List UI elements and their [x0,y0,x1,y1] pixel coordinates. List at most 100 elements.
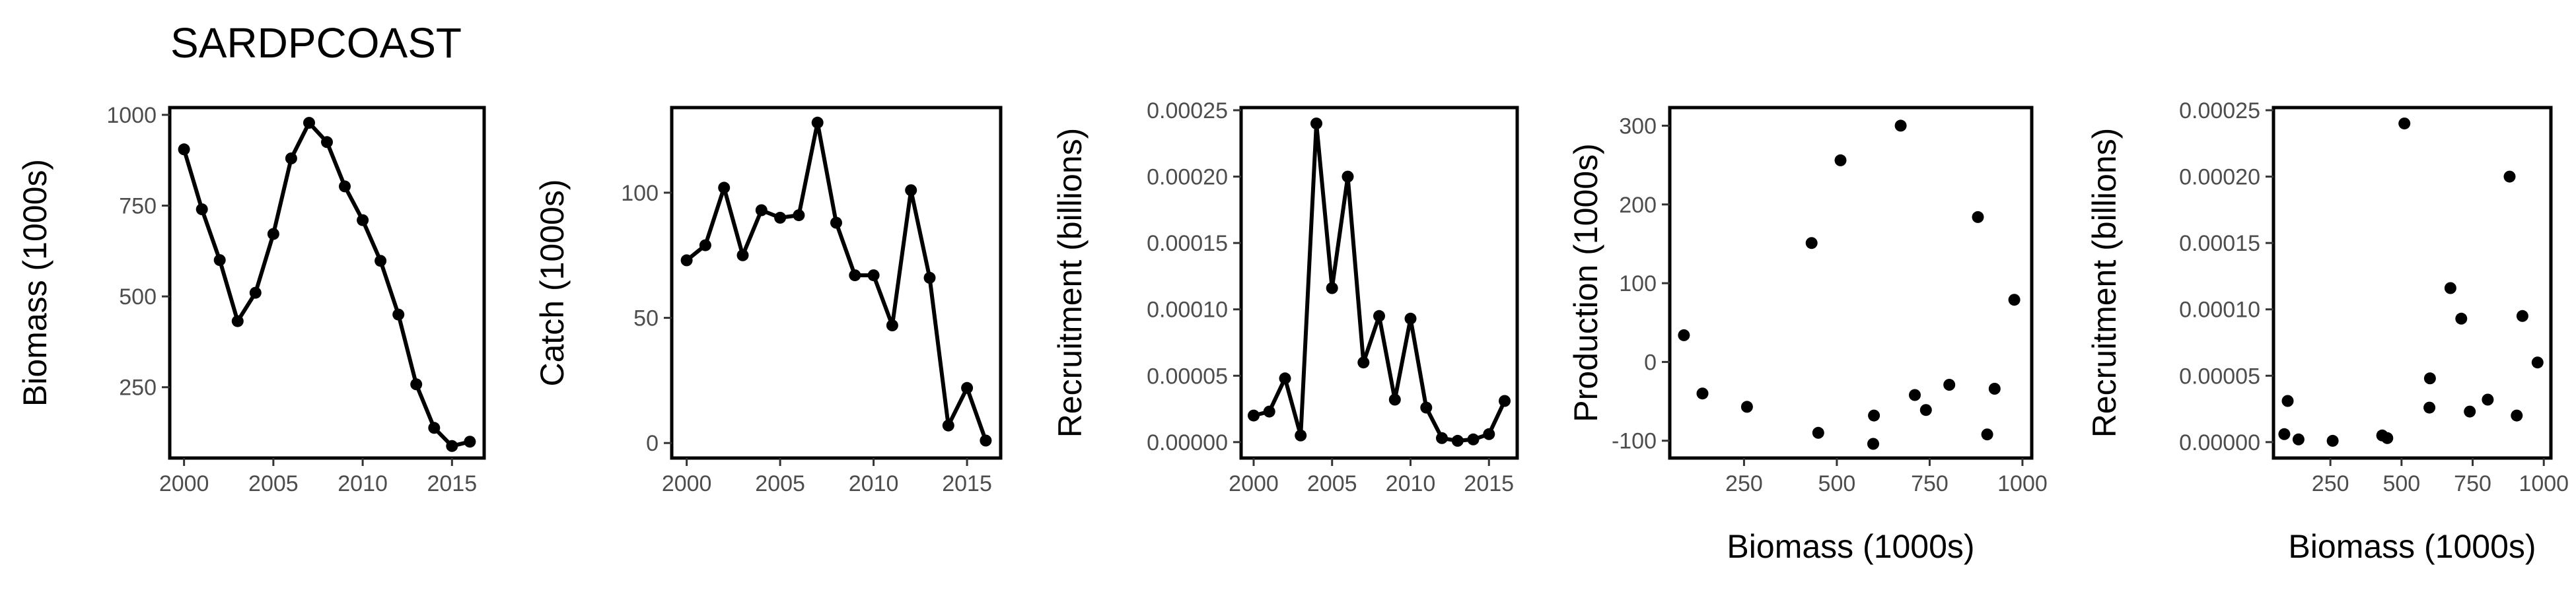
panel-recruitment-vs-biomass: 250 500 750 1000 0.00000 0.00005 0.00010 0.0001… [2086,98,2569,565]
x-tick-label: 500 [1818,471,1856,496]
x-tick-label: 2010 [338,471,388,496]
y-tick-label: 50 [633,306,659,331]
data-point [980,434,992,447]
data-point [213,254,226,267]
data-point [736,249,749,261]
plot-frame [670,106,1003,460]
x-axis-title: Biomass (1000s) [1727,528,1974,565]
data-point [1812,426,1824,439]
data-point [1388,393,1401,406]
data-point [942,419,954,432]
y-tick-label: 0 [1644,350,1657,375]
data-point [339,180,351,193]
data-point [774,211,787,224]
data-point [961,381,974,394]
data-point [1326,282,1338,294]
panel-catch: 2000 2005 2010 2015 0 50 100 Catch (1000s) [534,106,1003,496]
data-point [1981,428,1993,441]
x-tick-label: 2000 [1229,471,1279,496]
x-axis-title: Biomass (1000s) [2288,528,2536,565]
data-point [1805,237,1818,249]
y-tick-label: 0.00000 [2179,430,2260,455]
y-axis-title: Catch (1000s) [534,179,571,386]
plot-frame [168,106,486,460]
plot-frame [1668,106,2034,460]
y-tick-label: 0.00020 [1147,165,1228,190]
data-point [849,269,861,282]
y-tick-label: 100 [621,181,659,206]
y-axis-title: Biomass (1000s) [17,159,54,407]
y-tick-label: 0.00020 [2179,165,2260,190]
x-tick-label: 2015 [942,471,992,496]
y-tick-label: 100 [1619,271,1657,296]
data-point [375,255,387,267]
data-point [1943,379,1956,391]
data-point [867,269,880,282]
y-tick-label: 250 [119,376,157,401]
data-point [2008,294,2021,306]
y-tick-label: 0.00010 [2179,298,2260,323]
y-axis-title: Recruitment (billions) [1052,128,1089,438]
x-tick-label: 1000 [2519,471,2569,496]
x-tick-label: 250 [2312,471,2349,496]
data-point [2423,372,2436,385]
x-tick-label: 2015 [1464,471,1514,496]
panel-recruitment: 2000 2005 2010 2015 0.00000 0.00005 0.00010 0.0… [1052,98,1519,496]
data-point [1678,329,1690,341]
plot-frame [1239,106,1519,460]
data-point [249,286,262,299]
series-line [1253,121,1507,443]
data-point [1894,119,1907,132]
y-axis-title: Production (1000s) [1567,143,1604,422]
data-point [1310,117,1322,130]
y-tick-label: 0.00005 [2179,364,2260,389]
data-point [464,436,476,448]
data-point [2281,395,2294,407]
y-tick-label: 200 [1619,193,1657,218]
y-tick-label: 500 [119,284,157,310]
x-tick-label: 2005 [755,471,805,496]
data-point [410,378,423,391]
data-point [1295,429,1307,442]
data-point [267,228,279,240]
data-point [1248,409,1260,422]
data-point [2278,428,2291,440]
y-tick-label: 0.00025 [1147,98,1228,123]
plot-frame [2272,106,2553,460]
data-point [357,214,369,226]
data-point [1867,438,1879,450]
data-point [2455,312,2468,325]
data-point [905,184,917,197]
data-point [178,143,190,156]
data-point [321,136,333,148]
x-tick-label: 2005 [1307,471,1357,496]
data-point [680,254,693,267]
x-tick-label: 500 [2382,471,2420,496]
y-tick-label: 0.00015 [2179,231,2260,256]
data-point [811,116,824,129]
data-point [1909,389,1921,401]
x-tick-label: 2000 [662,471,712,496]
data-point [2482,393,2494,406]
data-point [303,117,315,129]
data-point [2531,356,2544,369]
data-point [1483,428,1495,440]
data-point [428,422,441,434]
x-tick-label: 2000 [159,471,209,496]
data-point [1373,310,1385,322]
data-point [446,440,458,452]
data-point [886,319,898,331]
data-point [1436,432,1448,444]
y-tick-label: 0.00015 [1147,231,1228,256]
x-tick-label: 2005 [248,471,299,496]
data-point [1834,154,1847,166]
data-point [755,204,768,216]
y-tick-label: 300 [1619,114,1657,139]
y-tick-label: 0.00010 [1147,298,1228,323]
panel-biomass: 2000 2005 2010 2015 250 500 750 1000 Biomass (10… [17,103,486,496]
x-tick-label: 1000 [1997,471,2048,496]
data-point [1342,170,1354,183]
y-tick-label: 0 [646,431,659,456]
figure-title: SARDPCOAST [170,19,462,67]
